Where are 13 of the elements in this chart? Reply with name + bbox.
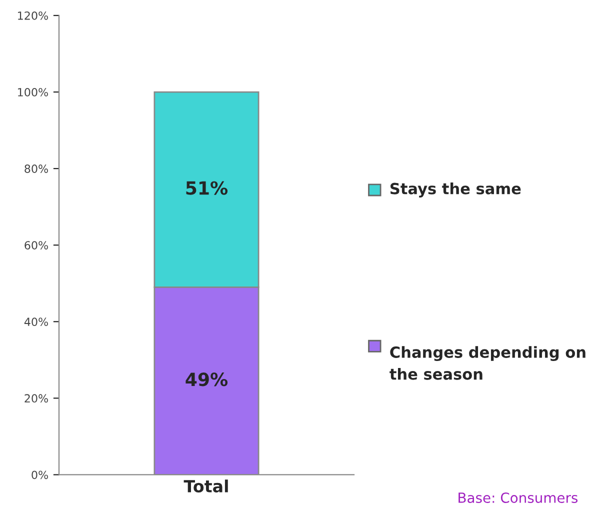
y-tick-label: 100% bbox=[18, 88, 48, 96]
y-tick-label: 60% bbox=[24, 241, 48, 250]
legend-label: Changes depending on the season bbox=[390, 346, 586, 380]
y-tick-label: 20% bbox=[24, 394, 48, 403]
y-tick-label: 0% bbox=[32, 470, 48, 480]
text: Base: Consumers bbox=[458, 492, 578, 503]
y-tick-label: 40% bbox=[24, 318, 48, 326]
data-label: 51% bbox=[186, 181, 228, 195]
y-tick-label: 120% bbox=[18, 11, 48, 20]
data-label: 49% bbox=[186, 372, 228, 386]
legend-label: Stays the same bbox=[390, 182, 521, 198]
x-tick-label: Total bbox=[184, 480, 228, 492]
y-tick-label: 80% bbox=[24, 164, 48, 173]
